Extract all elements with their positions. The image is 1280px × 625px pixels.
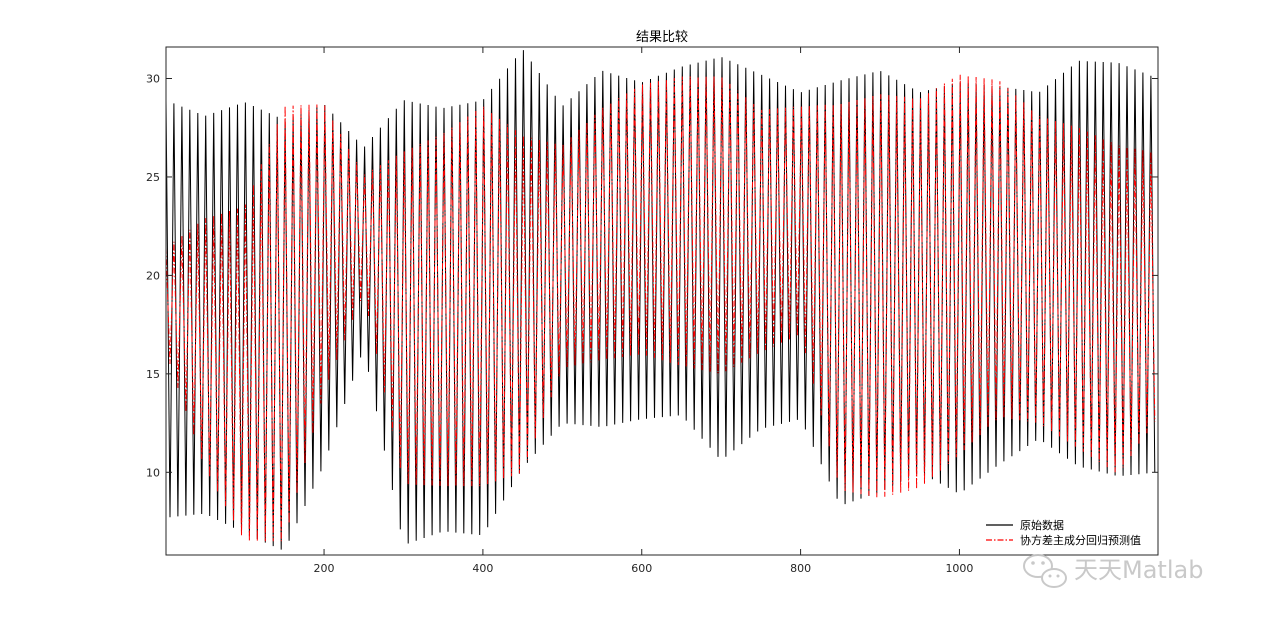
watermark-text: 天天Matlab [1074, 556, 1203, 584]
legend-label-original: 原始数据 [1020, 518, 1064, 532]
chart-title: 结果比较 [636, 30, 688, 45]
x-tick-label: 800 [790, 562, 811, 575]
x-axis: 200 400 600 800 1000 [314, 47, 973, 575]
legend-label-prediction: 协方差主成分回归预测值 [1020, 533, 1141, 547]
y-tick-label: 30 [146, 73, 160, 86]
plot-series [166, 50, 1156, 550]
plot-frame [165, 46, 1159, 556]
y-tick-label: 15 [146, 368, 160, 381]
y-tick-label: 10 [146, 466, 160, 479]
legend-box [980, 514, 1154, 551]
y-tick-label: 20 [146, 269, 160, 282]
watermark: 天天Matlab [1023, 554, 1203, 588]
legend: 原始数据 协方差主成分回归预测值 [980, 514, 1154, 551]
series-line-prediction [166, 74, 1156, 542]
x-tick-label: 600 [631, 562, 652, 575]
wechat-icon [1023, 554, 1067, 588]
x-tick-label: 200 [314, 562, 335, 575]
x-tick-label: 400 [472, 562, 493, 575]
x-tick-label: 1000 [945, 562, 973, 575]
y-tick-label: 25 [146, 171, 160, 184]
y-axis: 10 15 20 25 30 [146, 73, 1158, 479]
